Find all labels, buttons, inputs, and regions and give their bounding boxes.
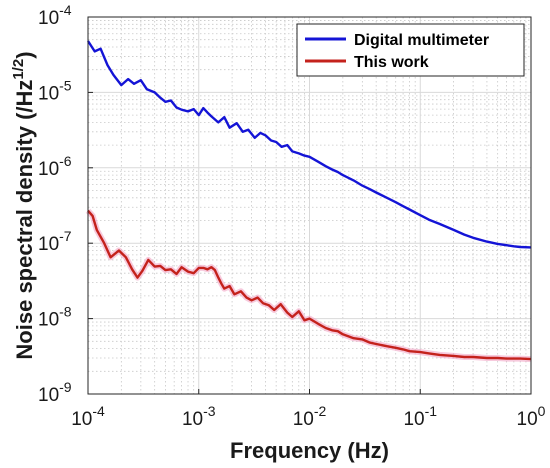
y-axis-label-main: Noise spectral density (/Hz <box>12 80 37 360</box>
x-tick-label: 10-1 <box>403 403 437 430</box>
series-layer <box>85 40 532 363</box>
y-tick-label: 10-6 <box>38 153 72 180</box>
x-axis-label: Frequency (Hz) <box>230 438 389 463</box>
legend-box <box>296 23 525 77</box>
series-line-this-work <box>87 209 532 361</box>
y-tick-label: 10-9 <box>38 379 72 406</box>
y-axis-label: Noise spectral density (/Hz1/2) <box>10 51 37 359</box>
tick-labels: 10-4 10-3 10-2 10-1 100 10-4 10-5 10-6 10-7 10-8 1… <box>38 2 546 430</box>
legend-label-digital-multimeter: Digital multimeter <box>354 32 489 49</box>
x-tick-label: 10-2 <box>293 403 327 430</box>
legend-label-this-work: This work <box>354 54 429 71</box>
legend: Digital multimeter This work <box>296 23 525 77</box>
y-tick-label: 10-5 <box>38 77 72 104</box>
y-tick-label: 10-4 <box>38 2 72 29</box>
x-tick-label: 100 <box>517 403 546 430</box>
y-tick-label: 10-8 <box>38 304 72 331</box>
y-tick-label: 10-7 <box>38 228 72 255</box>
series-line-digital-multimeter <box>86 40 532 249</box>
y-axis-label-close: ) <box>12 51 37 58</box>
x-tick-label: 10-4 <box>71 403 105 430</box>
y-axis-label-sup: 1/2 <box>10 59 27 80</box>
x-tick-label: 10-3 <box>182 403 216 430</box>
